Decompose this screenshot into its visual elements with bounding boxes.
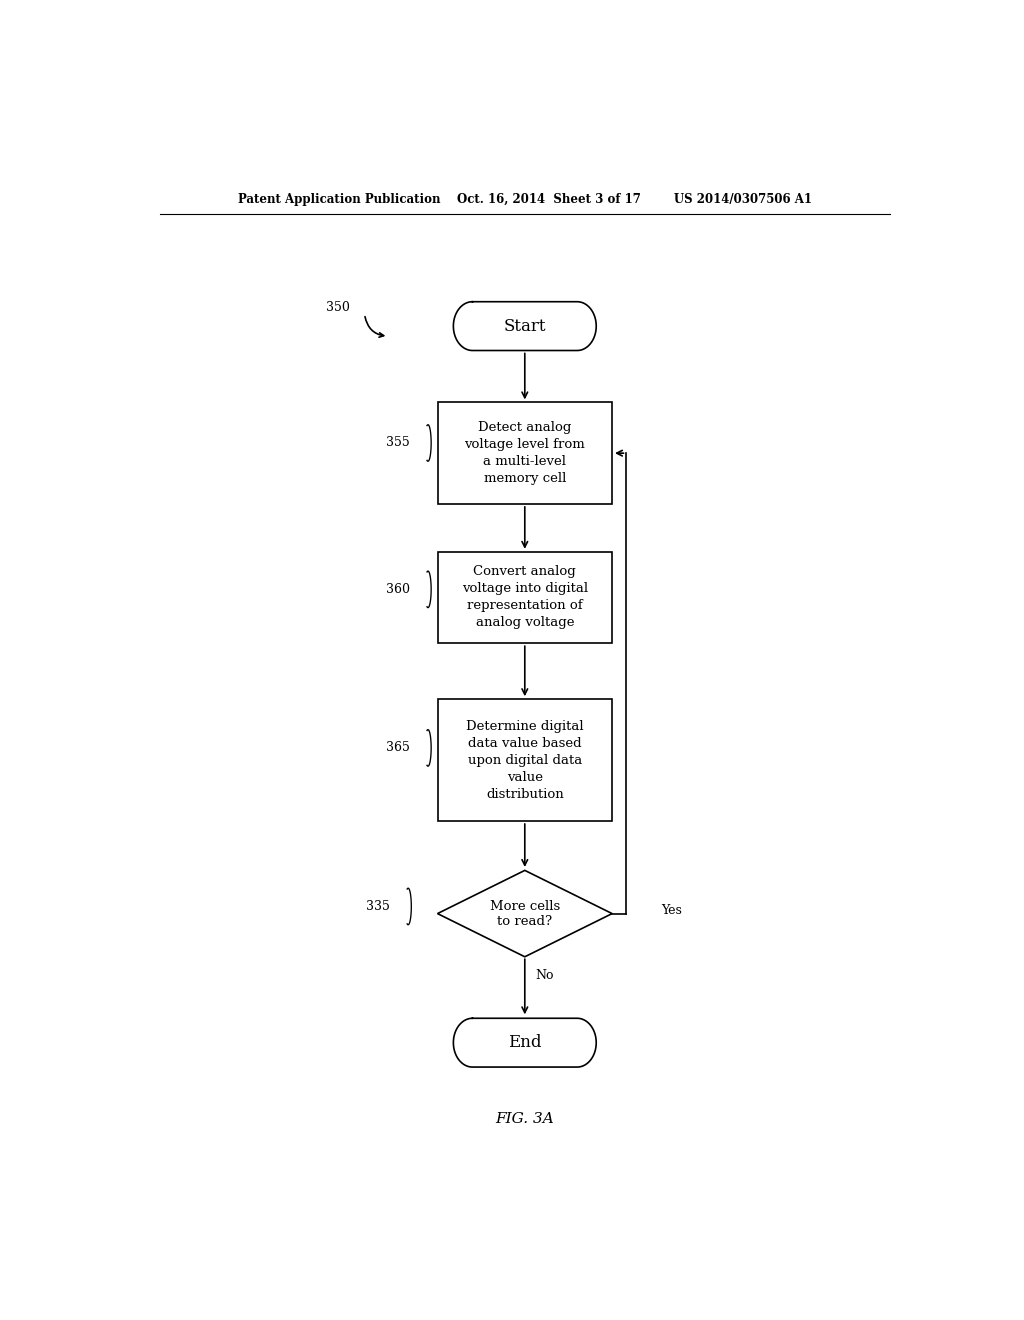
Bar bbox=[437, 552, 612, 643]
Text: FIG. 3A: FIG. 3A bbox=[496, 1111, 554, 1126]
Text: 365: 365 bbox=[386, 742, 410, 755]
Text: More cells
to read?: More cells to read? bbox=[489, 900, 560, 928]
Text: Yes: Yes bbox=[662, 904, 682, 917]
Text: 335: 335 bbox=[366, 900, 390, 913]
Text: Start: Start bbox=[504, 318, 546, 334]
Text: 355: 355 bbox=[386, 437, 410, 450]
Text: Determine digital
data value based
upon digital data
value
distribution: Determine digital data value based upon … bbox=[466, 719, 584, 801]
Polygon shape bbox=[454, 1018, 596, 1067]
Text: 350: 350 bbox=[327, 301, 350, 314]
Text: 360: 360 bbox=[386, 583, 410, 595]
Bar bbox=[437, 700, 612, 821]
Polygon shape bbox=[437, 870, 612, 957]
Text: Convert analog
voltage into digital
representation of
analog voltage: Convert analog voltage into digital repr… bbox=[462, 565, 588, 630]
Text: No: No bbox=[536, 969, 554, 982]
Polygon shape bbox=[454, 302, 596, 351]
Text: End: End bbox=[508, 1034, 542, 1051]
Text: Patent Application Publication    Oct. 16, 2014  Sheet 3 of 17        US 2014/03: Patent Application Publication Oct. 16, … bbox=[238, 193, 812, 206]
Bar bbox=[437, 403, 612, 504]
Text: Detect analog
voltage level from
a multi-level
memory cell: Detect analog voltage level from a multi… bbox=[465, 421, 585, 486]
